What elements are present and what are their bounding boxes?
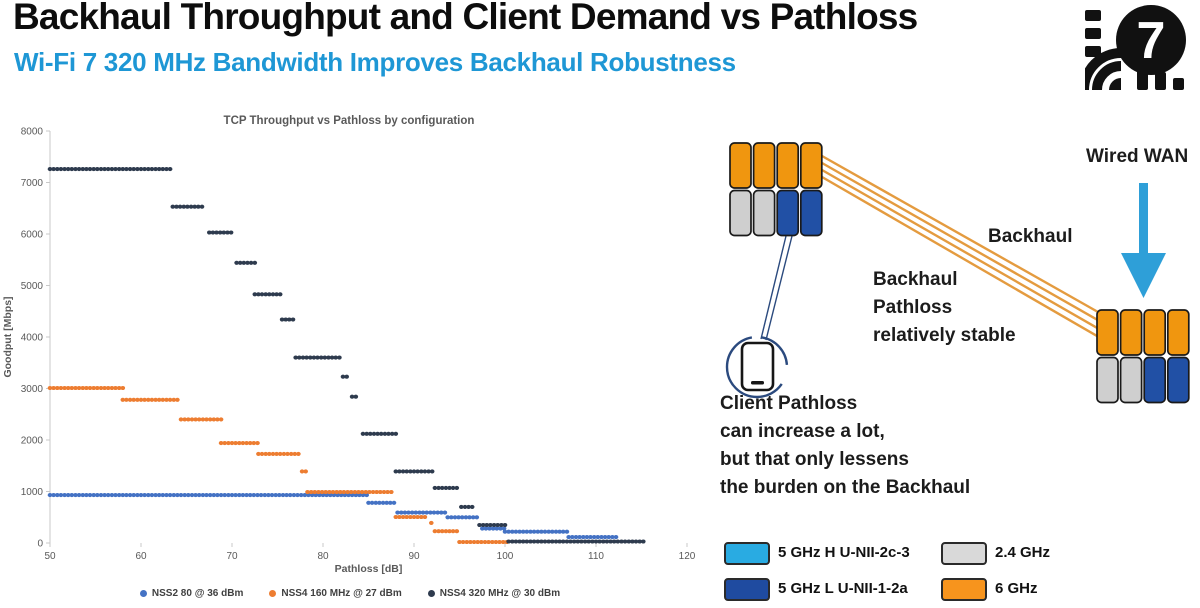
svg-text:3000: 3000 <box>21 384 44 395</box>
throughput-chart: TCP Throughput vs Pathloss by configurat… <box>2 115 696 575</box>
svg-text:5000: 5000 <box>21 281 44 292</box>
svg-text:8000: 8000 <box>21 127 44 138</box>
page-subtitle: Wi-Fi 7 320 MHz Bandwidth Improves Backh… <box>14 47 736 77</box>
svg-text:1000: 1000 <box>21 487 44 498</box>
note-line: Client Pathloss <box>720 393 858 414</box>
backhaul-diagram <box>725 142 1190 404</box>
series-dot-icon <box>427 590 435 597</box>
client-pathloss-note: Client Pathloss can increase a lot, but … <box>720 390 970 502</box>
svg-text:80: 80 <box>317 551 329 562</box>
svg-text:7000: 7000 <box>21 178 44 189</box>
series-label: NSS4 160 MHz @ 27 dBm <box>281 588 402 599</box>
band-swatch-6ghz <box>941 578 987 601</box>
series-label: NSS4 320 MHz @ 30 dBm <box>439 588 561 599</box>
svg-text:110: 110 <box>588 551 604 562</box>
band-swatch-5ghz-l <box>724 578 770 601</box>
band-swatch-5ghz-h <box>724 542 770 565</box>
svg-text:0: 0 <box>37 539 43 550</box>
svg-text:90: 90 <box>408 551 420 562</box>
svg-text:TCP Throughput vs Pathloss by: TCP Throughput vs Pathloss by configurat… <box>224 115 475 127</box>
series-dot-icon <box>269 590 277 597</box>
note-line: can increase a lot, <box>720 421 885 442</box>
page-title: Backhaul Throughput and Client Demand vs… <box>13 0 918 37</box>
wired-wan-label: Wired WAN <box>1086 146 1189 167</box>
series-label: NSS2 80 @ 36 dBm <box>151 588 244 599</box>
band-label-5ghz-l: 5 GHz L U-NII-1-2a <box>778 580 908 597</box>
chart-legend: NSS2 80 @ 36 dBm NSS4 160 MHz @ 27 dBm N… <box>100 588 600 599</box>
chart-legend-item: NSS4 160 MHz @ 27 dBm <box>269 588 402 599</box>
svg-text:4000: 4000 <box>21 333 44 344</box>
svg-text:100: 100 <box>497 551 514 562</box>
wifi-7-logo-icon: 7 <box>1085 5 1186 91</box>
svg-text:Pathloss [dB]: Pathloss [dB] <box>335 563 403 575</box>
series-dot-icon <box>139 590 147 597</box>
svg-text:60: 60 <box>135 551 147 562</box>
svg-text:2000: 2000 <box>21 436 44 447</box>
svg-text:50: 50 <box>44 551 56 562</box>
svg-text:6000: 6000 <box>21 230 44 241</box>
note-line: Backhaul <box>873 269 958 290</box>
band-swatch-2-4ghz <box>941 542 987 565</box>
note-line: but that only lessens <box>720 449 909 470</box>
band-label-2-4ghz: 2.4 GHz <box>995 544 1051 561</box>
svg-text:Goodput [Mbps]: Goodput [Mbps] <box>2 296 14 377</box>
chart-legend-item: NSS4 320 MHz @ 30 dBm <box>427 588 561 599</box>
logo-number: 7 <box>1137 12 1166 70</box>
note-line: Pathloss <box>873 297 953 318</box>
backhaul-label: Backhaul <box>988 226 1073 247</box>
svg-text:70: 70 <box>226 551 238 562</box>
band-label-5ghz-h: 5 GHz H U-NII-2c-3 <box>778 544 910 561</box>
chart-legend-item: NSS2 80 @ 36 dBm <box>139 588 244 599</box>
note-line: relatively stable <box>873 325 1016 346</box>
svg-text:120: 120 <box>679 551 696 562</box>
backhaul-pathloss-note: Backhaul Pathloss relatively stable <box>873 266 1016 350</box>
band-label-6ghz: 6 GHz <box>995 580 1038 597</box>
note-line: the burden on the Backhaul <box>720 477 971 498</box>
